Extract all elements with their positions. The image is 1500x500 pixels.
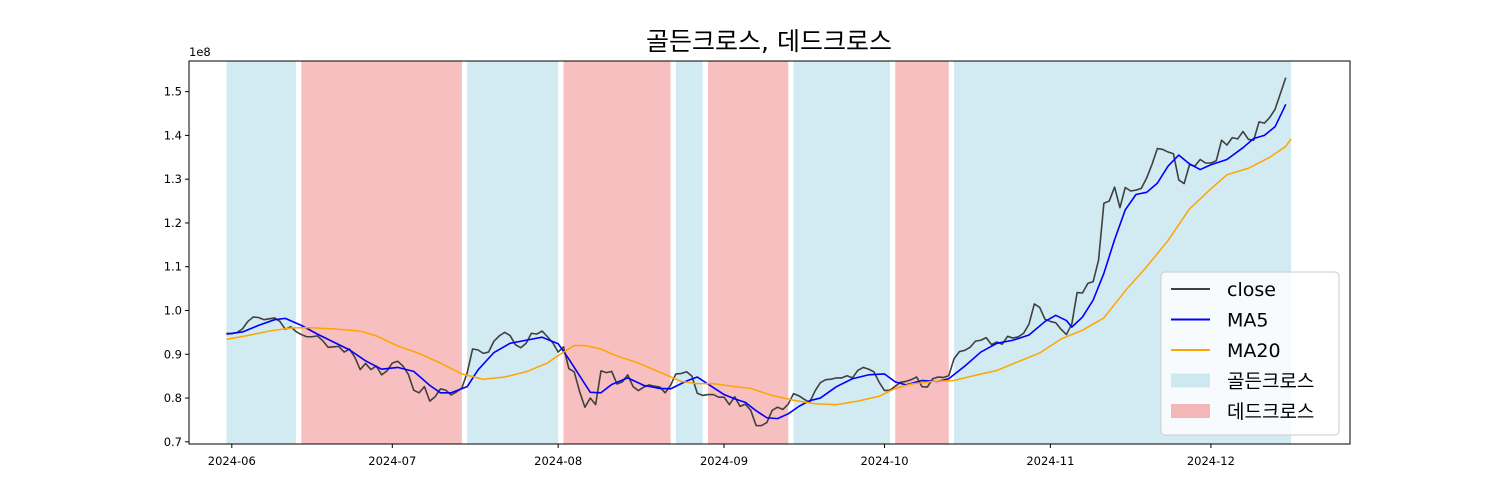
y-tick-label: 1.3 xyxy=(164,172,182,186)
dead-cross-region xyxy=(563,61,671,444)
series-line-ma20 xyxy=(226,138,1292,406)
y-tick-label: 1.2 xyxy=(164,216,182,230)
series-line-close xyxy=(226,77,1287,427)
region-layer xyxy=(226,61,1292,444)
golden-cross-region xyxy=(675,61,703,444)
x-tick-label: 2024-09 xyxy=(700,454,748,468)
legend-label: MA5 xyxy=(1227,310,1268,332)
x-tick-label: 2024-08 xyxy=(534,454,582,468)
dead-cross-region xyxy=(301,61,462,444)
y-axis: 0.7 0.8 0.9 1.0 1.1 1.2 1.3 1.4 1.5 xyxy=(164,85,189,449)
x-tick-label: 2024-06 xyxy=(208,454,256,468)
legend-swatch-patch xyxy=(1171,373,1210,388)
legend-label: 골든크로스 xyxy=(1227,371,1314,393)
legend-label: MA20 xyxy=(1227,340,1281,362)
x-tick-label: 2024-07 xyxy=(368,454,416,468)
legend-box xyxy=(1160,271,1340,436)
legend-label: close xyxy=(1227,279,1276,301)
dead-cross-region xyxy=(707,61,789,444)
series-line-ma5 xyxy=(226,103,1287,420)
y-tick-label: 0.7 xyxy=(164,435,182,449)
chart-title: 골든크로스, 데드크로스 xyxy=(646,27,892,56)
x-tick-label: 2024-11 xyxy=(1026,454,1074,468)
golden-cross-region xyxy=(467,61,559,444)
x-tick-label: 2024-10 xyxy=(860,454,908,468)
golden-cross-region xyxy=(226,61,297,444)
series-layer xyxy=(226,77,1292,427)
legend-swatch-patch xyxy=(1171,404,1210,418)
y-tick-label: 1.1 xyxy=(164,260,182,274)
y-tick-label: 0.9 xyxy=(164,347,182,361)
plot-frame xyxy=(188,60,1351,445)
y-tick-label: 0.8 xyxy=(164,391,182,405)
y-tick-label: 1.5 xyxy=(164,85,182,99)
y-axis-exponent: 1e8 xyxy=(189,45,211,59)
legend-label: 데드크로스 xyxy=(1227,401,1314,423)
y-tick-label: 1.0 xyxy=(164,303,182,317)
y-tick-label: 1.4 xyxy=(164,128,182,142)
golden-cross-region xyxy=(793,61,890,444)
x-tick-label: 2024-12 xyxy=(1187,454,1235,468)
x-axis: 2024-06 2024-07 2024-08 2024-09 2024-10 2024-… xyxy=(208,444,1235,468)
